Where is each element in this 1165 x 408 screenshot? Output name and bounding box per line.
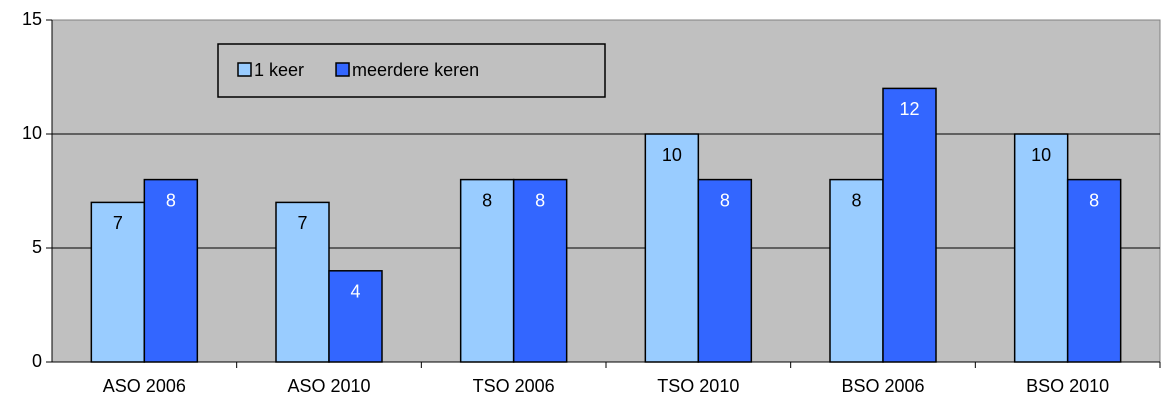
data-label: 10 xyxy=(662,145,682,165)
legend-label: meerdere keren xyxy=(352,60,479,80)
data-label: 8 xyxy=(851,190,861,210)
bar xyxy=(143,178,199,363)
y-tick-label: 10 xyxy=(22,123,42,143)
bar xyxy=(697,178,753,363)
y-tick-label: 15 xyxy=(22,9,42,29)
data-label: 7 xyxy=(297,213,307,233)
data-label: 4 xyxy=(350,282,360,302)
y-tick-label: 5 xyxy=(32,237,42,257)
data-label: 8 xyxy=(720,190,730,210)
x-tick-label: TSO 2006 xyxy=(473,376,555,396)
bar xyxy=(882,87,937,363)
bar xyxy=(512,178,568,363)
legend-box xyxy=(217,43,606,98)
x-tick-label: BSO 2006 xyxy=(841,376,924,396)
x-tick-label: ASO 2010 xyxy=(287,376,370,396)
data-label: 7 xyxy=(113,213,123,233)
legend-swatch xyxy=(335,62,350,77)
bar xyxy=(459,178,515,363)
bar xyxy=(1013,133,1069,363)
data-label: 8 xyxy=(166,190,176,210)
y-tick-label: 0 xyxy=(32,351,42,371)
x-tick-label: ASO 2006 xyxy=(103,376,186,396)
data-label: 8 xyxy=(535,190,545,210)
bar xyxy=(644,133,700,363)
x-tick-label: BSO 2010 xyxy=(1026,376,1109,396)
bar xyxy=(829,178,884,363)
data-label: 10 xyxy=(1031,145,1051,165)
data-label: 8 xyxy=(1089,190,1099,210)
data-label: 12 xyxy=(899,99,919,119)
legend-swatch xyxy=(237,62,252,77)
legend-label: 1 keer xyxy=(254,60,304,80)
x-tick-label: TSO 2010 xyxy=(657,376,739,396)
data-label: 8 xyxy=(482,190,492,210)
